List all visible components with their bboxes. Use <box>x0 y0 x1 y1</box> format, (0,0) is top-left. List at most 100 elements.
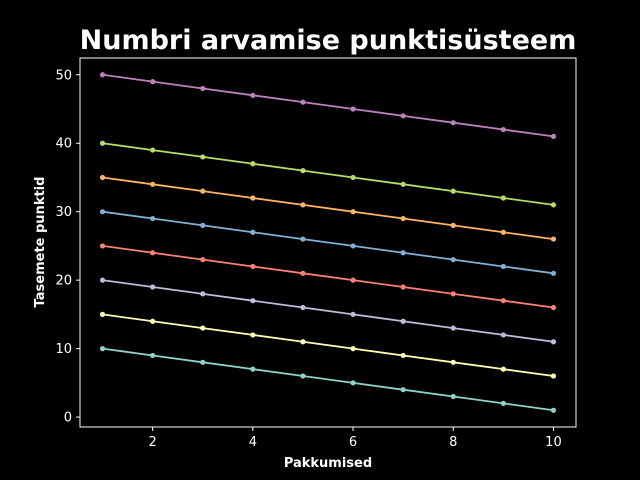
data-point <box>200 188 206 194</box>
series <box>99 209 557 276</box>
data-point <box>550 373 557 379</box>
data-point <box>500 229 506 235</box>
data-point <box>350 380 356 386</box>
data-point <box>550 407 557 413</box>
series-line <box>102 210 554 275</box>
data-point <box>99 243 106 249</box>
data-point <box>450 222 456 228</box>
series <box>99 277 557 345</box>
series <box>99 311 557 379</box>
data-point <box>400 318 406 324</box>
data-point <box>500 400 506 406</box>
data-point <box>300 99 306 105</box>
data-point <box>250 298 256 304</box>
x-axis-label: Pakkumised <box>284 456 372 471</box>
data-point <box>200 257 206 263</box>
y-tick-label: 10 <box>55 342 72 357</box>
data-point <box>450 188 456 194</box>
data-point <box>400 250 406 256</box>
series-line <box>102 245 554 309</box>
data-point <box>400 181 406 187</box>
plot-frame <box>79 57 577 428</box>
x-axis: 2 4 6 8 10 <box>149 427 562 450</box>
x-tick-label: 4 <box>249 435 257 450</box>
data-point <box>99 140 106 146</box>
data-point <box>500 263 506 270</box>
data-point <box>350 311 356 317</box>
data-point <box>550 270 557 276</box>
data-point <box>300 168 306 174</box>
data-point <box>450 120 456 126</box>
data-point <box>500 195 506 201</box>
data-point <box>350 243 356 249</box>
y-tick-label: 0 <box>64 411 72 426</box>
data-point <box>99 72 106 78</box>
x-tick-label: 2 <box>149 435 157 450</box>
y-tick-label: 20 <box>55 274 72 289</box>
data-point <box>150 352 156 359</box>
data-point <box>300 304 306 311</box>
data-point <box>400 352 406 359</box>
data-point <box>350 209 356 215</box>
data-point <box>350 346 356 352</box>
data-point <box>150 284 156 290</box>
data-point <box>500 298 506 304</box>
data-point <box>400 387 406 393</box>
data-point <box>200 359 206 365</box>
data-point <box>250 161 256 167</box>
series <box>99 174 557 242</box>
data-point <box>350 174 356 181</box>
data-point <box>300 373 306 379</box>
data-point <box>450 393 456 400</box>
data-point <box>250 92 256 98</box>
data-point <box>99 346 106 352</box>
data-point <box>250 366 256 372</box>
data-point <box>550 339 557 345</box>
y-tick-label: 50 <box>55 68 72 83</box>
series <box>99 140 557 208</box>
data-point <box>250 195 256 201</box>
series-line <box>102 313 554 377</box>
data-point <box>400 215 406 222</box>
data-point <box>200 154 206 160</box>
series-group <box>99 72 557 413</box>
y-tick-label: 40 <box>55 137 72 152</box>
y-axis: 0 10 20 30 40 50 <box>55 68 80 426</box>
data-point <box>99 277 106 283</box>
x-tick-label: 8 <box>449 435 457 450</box>
x-tick-label: 6 <box>349 435 357 450</box>
series-line <box>102 142 554 206</box>
data-point <box>150 79 156 85</box>
series-line <box>102 279 554 343</box>
data-point <box>350 106 356 112</box>
series <box>99 346 557 413</box>
data-point <box>150 181 156 187</box>
y-tick-label: 30 <box>55 205 72 220</box>
data-point <box>99 311 106 317</box>
data-point <box>450 325 456 331</box>
data-point <box>150 318 156 324</box>
data-point <box>200 291 206 297</box>
series <box>99 243 557 311</box>
data-point <box>300 202 306 208</box>
chart-title: Numbri arvamise punktisüsteem <box>80 25 577 56</box>
data-point <box>250 229 256 235</box>
series-line <box>102 347 554 412</box>
data-point <box>500 366 506 372</box>
data-point <box>550 202 557 208</box>
data-point <box>450 291 456 297</box>
data-point <box>300 236 306 242</box>
series <box>99 72 557 139</box>
data-point <box>500 332 506 338</box>
data-point <box>150 215 156 222</box>
data-point <box>250 263 256 270</box>
data-point <box>450 359 456 365</box>
data-point <box>150 250 156 256</box>
data-point <box>350 277 356 283</box>
data-point <box>200 222 206 228</box>
data-point <box>300 339 306 345</box>
data-point <box>550 304 557 311</box>
y-axis-label: Tasemete punktid <box>33 177 48 308</box>
data-point <box>550 236 557 242</box>
